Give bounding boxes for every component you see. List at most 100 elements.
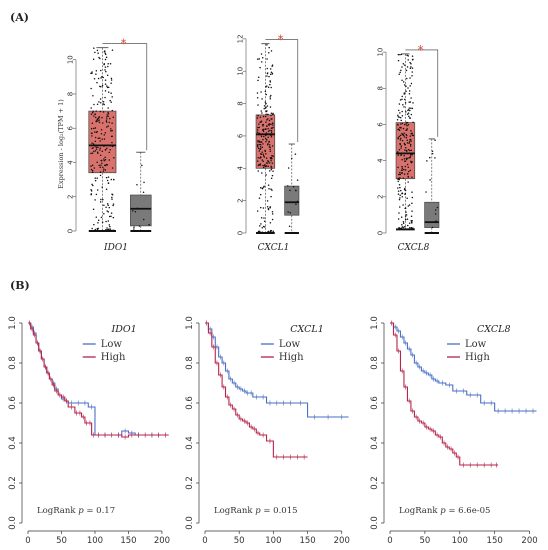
data-point (399, 126, 401, 129)
data-point (398, 103, 401, 105)
data-point (270, 136, 273, 138)
data-point (264, 90, 267, 93)
data-point (258, 147, 260, 150)
data-point (101, 122, 104, 124)
data-point (94, 230, 97, 232)
data-point (402, 134, 405, 136)
data-point (98, 119, 100, 121)
data-point (95, 73, 97, 75)
data-point (269, 206, 272, 208)
data-point (403, 92, 406, 94)
data-point (109, 117, 111, 120)
significance-bracket (405, 49, 439, 137)
data-point (110, 135, 113, 138)
data-point (259, 148, 261, 151)
data-point (259, 143, 262, 146)
pvalue-prefix: LogRank (37, 506, 78, 516)
data-point (266, 67, 269, 70)
data-point (408, 115, 410, 118)
data-point (106, 164, 109, 166)
data-point (266, 113, 268, 116)
data-point (257, 104, 259, 106)
data-point (99, 110, 102, 113)
data-point (403, 136, 406, 138)
legend-label-high: High (465, 352, 490, 363)
data-point (411, 222, 413, 224)
data-point (431, 226, 434, 229)
data-point (96, 49, 99, 52)
data-point (295, 203, 297, 206)
data-point (294, 153, 297, 155)
data-point (257, 143, 259, 146)
data-point (262, 155, 265, 157)
data-point (257, 156, 259, 159)
data-point (406, 150, 408, 152)
data-point (107, 86, 110, 88)
data-point (91, 227, 93, 230)
data-point (256, 92, 259, 94)
pvalue-value: = 6.6e-05 (446, 506, 491, 516)
y-tick-label: 6 (67, 125, 75, 130)
x-tick-label: 0 (202, 536, 207, 546)
data-point (397, 152, 399, 154)
y-tick-label: 6 (377, 122, 385, 127)
data-point (409, 143, 412, 146)
data-point (411, 58, 414, 61)
data-point (98, 121, 101, 124)
data-point (264, 134, 267, 137)
y-tick-label: 10 (237, 67, 245, 76)
data-point (270, 114, 272, 117)
data-point (287, 211, 289, 213)
data-point (93, 103, 95, 106)
data-point (92, 58, 95, 60)
data-point (407, 228, 410, 230)
data-point (111, 129, 113, 132)
data-point (258, 123, 260, 125)
data-point (257, 79, 259, 82)
data-point (396, 118, 399, 121)
box-chart-cxcl8: 0 2 4 6 8 10 * CXCL8 (377, 43, 440, 253)
panel-a-label: (A) (10, 11, 29, 24)
data-point (99, 149, 101, 151)
data-point (399, 177, 401, 179)
data-point (410, 66, 412, 68)
data-point (401, 226, 404, 228)
data-point (267, 127, 269, 130)
data-point (95, 193, 98, 196)
significance-star: * (278, 33, 284, 47)
data-point (270, 165, 272, 167)
x-tick-label: 150 (299, 536, 315, 546)
data-point (90, 107, 92, 109)
data-point (104, 66, 107, 68)
data-point (257, 164, 260, 167)
data-point (256, 131, 259, 133)
data-point (97, 152, 99, 154)
data-point (399, 194, 401, 197)
data-point (269, 222, 272, 224)
data-point (268, 162, 271, 164)
data-point (108, 159, 111, 161)
data-point (268, 119, 271, 122)
km-curve-low (390, 322, 537, 412)
data-point (110, 92, 112, 94)
data-point (262, 115, 265, 118)
data-point (93, 47, 95, 49)
gene-label: CXCL8 (398, 243, 430, 253)
data-point (399, 186, 401, 189)
data-point (400, 119, 402, 122)
data-point (256, 160, 259, 162)
data-point (259, 225, 261, 227)
data-point (104, 149, 107, 151)
data-point (269, 106, 272, 108)
data-point (265, 110, 268, 113)
data-point (403, 154, 405, 157)
data-point (406, 152, 408, 155)
data-point (260, 135, 263, 138)
data-point (266, 162, 269, 164)
data-point (106, 114, 108, 116)
data-point (400, 169, 403, 171)
data-point (136, 207, 139, 210)
data-point (268, 188, 270, 190)
data-point (407, 123, 410, 126)
data-point (407, 166, 410, 169)
